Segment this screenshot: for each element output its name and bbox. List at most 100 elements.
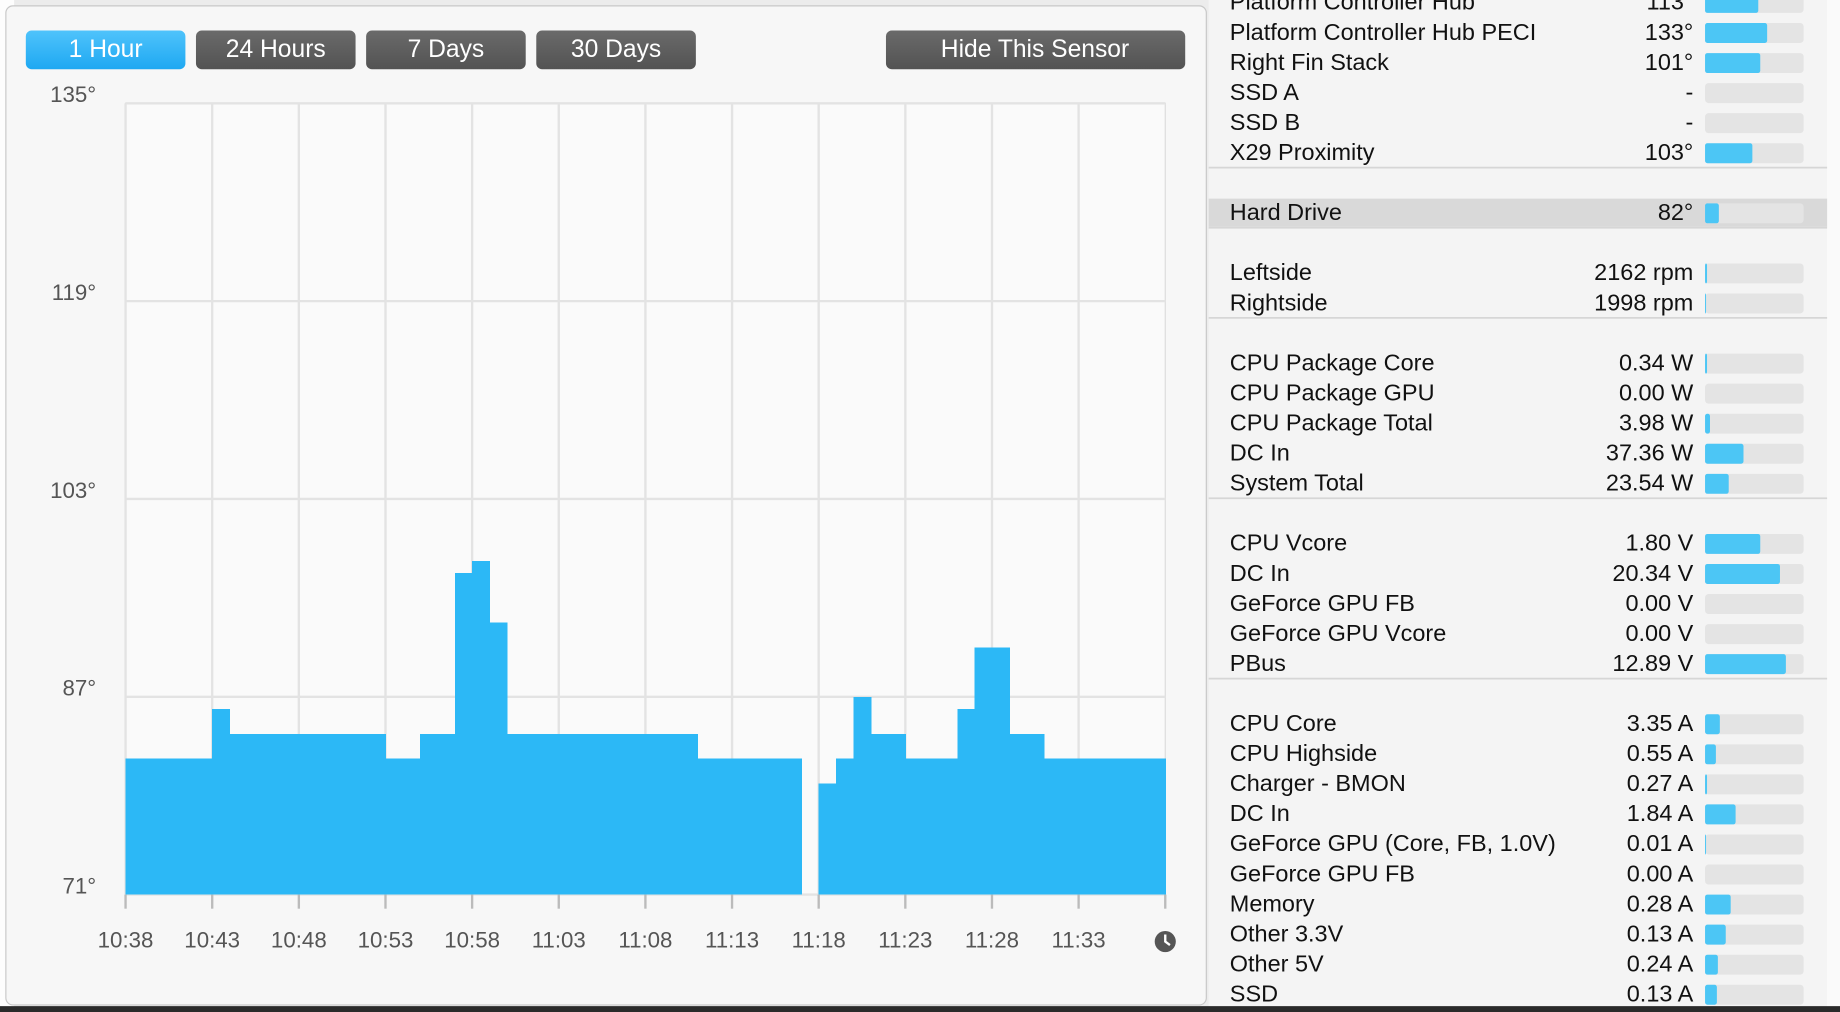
- sensor-value[interactable]: 0.55 A: [1627, 740, 1694, 766]
- sensor-name[interactable]: SSD B: [1230, 109, 1300, 135]
- button-label[interactable]: 24 Hours: [226, 36, 326, 63]
- sensor-value[interactable]: 12.89 V: [1612, 650, 1693, 676]
- sensor-value[interactable]: 0.13 A: [1627, 920, 1694, 946]
- sensor-value[interactable]: 133°: [1645, 19, 1694, 45]
- sensor-value[interactable]: 113°: [1647, 0, 1694, 15]
- sensor-value[interactable]: 0.00 A: [1627, 860, 1694, 886]
- sensor-value[interactable]: 0.34 W: [1619, 349, 1694, 375]
- button-bg[interactable]: [195, 30, 356, 70]
- sensor-value[interactable]: 1.80 V: [1625, 530, 1693, 556]
- sensor-value[interactable]: 0.00 W: [1619, 379, 1694, 405]
- sensor-name[interactable]: PBus: [1230, 650, 1286, 676]
- sensor-name[interactable]: CPU Package GPU: [1230, 379, 1435, 405]
- sensor-value[interactable]: -: [1685, 79, 1693, 105]
- hide-sensor-button[interactable]: Hide This Sensor: [885, 30, 1186, 70]
- sensor-name[interactable]: Rightside: [1230, 289, 1328, 315]
- sensor-row[interactable]: Other 5V 0.24 A: [1230, 950, 1804, 976]
- sensor-row[interactable]: Right Fin Stack 101°: [1230, 49, 1804, 75]
- sensor-value[interactable]: 0.00 V: [1625, 620, 1693, 646]
- sensor-name[interactable]: Platform Controller Hub: [1230, 0, 1475, 15]
- sensor-name[interactable]: DC In: [1230, 800, 1290, 826]
- sensor-name[interactable]: Other 5V: [1230, 950, 1324, 976]
- sensor-row[interactable]: Leftside 2162 rpm: [1230, 259, 1804, 285]
- sensor-name[interactable]: CPU Vcore: [1230, 530, 1347, 556]
- sensor-row[interactable]: Memory 0.28 A: [1230, 890, 1804, 916]
- sensor-name[interactable]: CPU Package Core: [1230, 349, 1435, 375]
- sensor-value[interactable]: 103°: [1645, 139, 1694, 165]
- sensor-name[interactable]: DC In: [1230, 560, 1290, 586]
- sensor-row[interactable]: PBus 12.89 V: [1230, 650, 1804, 676]
- sensor-name[interactable]: Other 3.3V: [1230, 920, 1344, 946]
- sensor-value[interactable]: 0.13 A: [1627, 981, 1694, 1007]
- sensor-row[interactable]: CPU Package GPU 0.00 W: [1230, 379, 1804, 405]
- sensor-row[interactable]: SSD B -: [1230, 109, 1804, 135]
- sensor-name[interactable]: GeForce GPU FB: [1230, 590, 1415, 616]
- sensor-row[interactable]: CPU Core 3.35 A: [1230, 710, 1804, 736]
- range-button[interactable]: 1 Hour: [25, 30, 186, 70]
- sensor-row[interactable]: Rightside 1998 rpm: [1230, 289, 1804, 315]
- sensor-row[interactable]: Platform Controller Hub 113°: [1230, 0, 1804, 15]
- sensor-row[interactable]: GeForce GPU FB 0.00 A: [1230, 860, 1804, 886]
- button-label[interactable]: 7 Days: [408, 36, 485, 63]
- sensor-name[interactable]: GeForce GPU (Core, FB, 1.0V): [1230, 830, 1556, 856]
- sensor-name[interactable]: Right Fin Stack: [1230, 49, 1389, 75]
- sensor-value[interactable]: 82°: [1658, 199, 1693, 225]
- button-bg[interactable]: [366, 30, 526, 70]
- button-bg[interactable]: [25, 30, 186, 70]
- sensor-row[interactable]: DC In 37.36 W: [1230, 440, 1804, 466]
- sensor-row[interactable]: CPU Package Total 3.98 W: [1230, 409, 1804, 435]
- button-label[interactable]: Hide This Sensor: [941, 36, 1129, 63]
- sensor-name[interactable]: GeForce GPU Vcore: [1230, 620, 1446, 646]
- sensor-value[interactable]: 0.00 V: [1625, 590, 1693, 616]
- sensor-name[interactable]: Leftside: [1230, 259, 1312, 285]
- sensor-value[interactable]: 0.24 A: [1627, 950, 1694, 976]
- sensor-value[interactable]: 3.98 W: [1619, 409, 1694, 435]
- sensor-value[interactable]: -: [1685, 109, 1693, 135]
- sensor-name[interactable]: CPU Core: [1230, 710, 1337, 736]
- button-bg[interactable]: [536, 30, 696, 70]
- sensor-row[interactable]: GeForce GPU (Core, FB, 1.0V) 0.01 A: [1230, 830, 1804, 856]
- range-button[interactable]: 24 Hours: [195, 30, 356, 70]
- sensor-row[interactable]: SSD 0.13 A: [1230, 981, 1804, 1007]
- sensor-row[interactable]: DC In 20.34 V: [1230, 560, 1804, 586]
- sensor-name[interactable]: X29 Proximity: [1230, 139, 1375, 165]
- sensor-value[interactable]: 2162 rpm: [1594, 259, 1693, 285]
- sensor-value[interactable]: 0.27 A: [1627, 770, 1694, 796]
- sensor-name[interactable]: Platform Controller Hub PECI: [1230, 19, 1536, 45]
- sensor-name[interactable]: CPU Highside: [1230, 740, 1377, 766]
- sensor-value[interactable]: 101°: [1645, 49, 1694, 75]
- sensor-name[interactable]: System Total: [1230, 470, 1364, 496]
- sensor-value[interactable]: 20.34 V: [1612, 560, 1693, 586]
- sensor-row[interactable]: CPU Highside 0.55 A: [1230, 740, 1804, 766]
- sensor-name[interactable]: SSD: [1230, 981, 1278, 1007]
- sensor-name[interactable]: SSD A: [1230, 79, 1299, 105]
- sensor-row[interactable]: DC In 1.84 A: [1230, 800, 1804, 826]
- sensor-row[interactable]: X29 Proximity 103°: [1230, 139, 1804, 165]
- sensor-value[interactable]: 37.36 W: [1606, 440, 1694, 466]
- sensor-name[interactable]: Hard Drive: [1230, 199, 1342, 225]
- sensor-row[interactable]: GeForce GPU Vcore 0.00 V: [1230, 620, 1804, 646]
- sensor-row[interactable]: Platform Controller Hub PECI 133°: [1230, 19, 1804, 45]
- sensor-name[interactable]: CPU Package Total: [1230, 409, 1433, 435]
- sensor-value[interactable]: 3.35 A: [1627, 710, 1694, 736]
- sensor-name[interactable]: GeForce GPU FB: [1230, 860, 1415, 886]
- sensor-value[interactable]: 1.84 A: [1627, 800, 1694, 826]
- sensor-name[interactable]: Charger - BMON: [1230, 770, 1406, 796]
- sensor-name[interactable]: DC In: [1230, 440, 1290, 466]
- sensor-value[interactable]: 1998 rpm: [1594, 289, 1693, 315]
- sensor-row[interactable]: Hard Drive 82°: [1208, 198, 1828, 227]
- sensor-value[interactable]: 0.01 A: [1627, 830, 1694, 856]
- sensor-name[interactable]: Memory: [1230, 890, 1315, 916]
- sensor-row[interactable]: Charger - BMON 0.27 A: [1230, 770, 1804, 796]
- sensor-value[interactable]: 23.54 W: [1606, 470, 1694, 496]
- button-label[interactable]: 30 Days: [571, 36, 661, 63]
- sensor-value[interactable]: 0.28 A: [1627, 890, 1694, 916]
- sensor-row[interactable]: Other 3.3V 0.13 A: [1230, 920, 1804, 946]
- range-button[interactable]: 30 Days: [536, 30, 696, 70]
- range-button[interactable]: 7 Days: [366, 30, 526, 70]
- sensor-row[interactable]: CPU Vcore 1.80 V: [1230, 530, 1804, 556]
- sensor-row[interactable]: SSD A -: [1230, 79, 1804, 105]
- sensor-row[interactable]: GeForce GPU FB 0.00 V: [1230, 590, 1804, 616]
- sensor-row[interactable]: CPU Package Core 0.34 W: [1230, 349, 1804, 375]
- button-bg[interactable]: [885, 30, 1186, 70]
